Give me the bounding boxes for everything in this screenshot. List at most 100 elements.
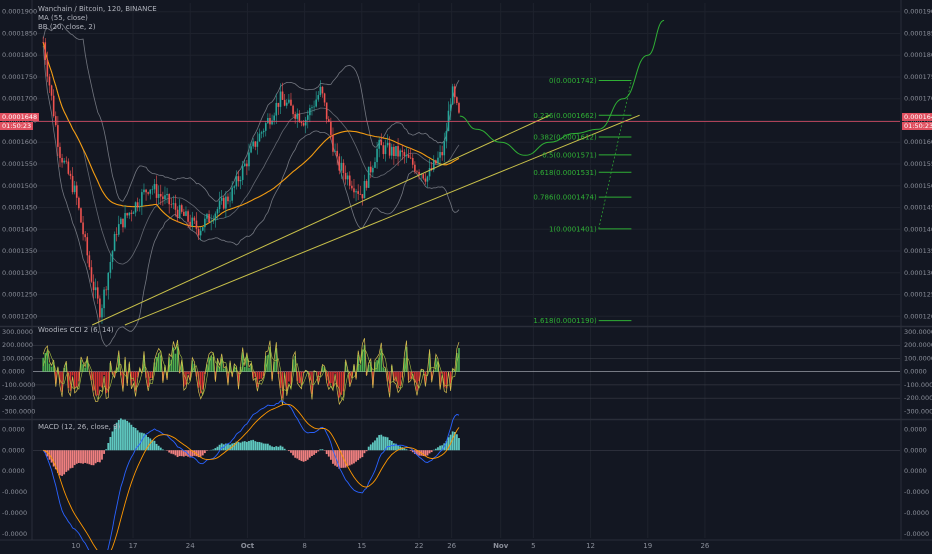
macd-histogram-bar [326, 450, 328, 454]
x-tick-label: 17 [129, 542, 138, 550]
macd-histogram-bar [437, 447, 439, 450]
y-tick-label-left: 0.0001200 [2, 312, 37, 320]
fib-level-label: 0.618(0.0001531) [533, 169, 597, 177]
y-tick-label-left: 0.0001750 [2, 73, 37, 81]
x-tick-label: 22 [415, 542, 424, 550]
candle-body [238, 176, 240, 181]
candle-body [416, 171, 418, 172]
candle-body [385, 145, 387, 154]
candle-body [223, 198, 225, 209]
candle-body [414, 165, 416, 172]
macd-histogram-bar [429, 450, 431, 453]
candle-body [128, 213, 130, 216]
candle-body [389, 143, 391, 156]
macd-histogram-bar [130, 425, 132, 450]
macd-histogram-bar [256, 442, 258, 450]
ma-legend: MA (55, close) [38, 14, 157, 23]
candle-body [156, 184, 158, 198]
macd-histogram-bar [298, 450, 300, 460]
candle-body [429, 168, 431, 176]
candle-body [141, 192, 143, 206]
candle-body [303, 123, 305, 125]
candle-body [395, 146, 397, 156]
y-tick-label-right: 0.0001350 [904, 247, 932, 255]
candle-body [441, 152, 443, 155]
candle-body [149, 190, 151, 194]
macd-histogram-bar [311, 450, 313, 456]
candle-body [387, 143, 389, 145]
candle-body [47, 60, 49, 77]
macd-histogram-bar [357, 450, 359, 460]
candle-body [364, 181, 366, 198]
candle-body [91, 267, 93, 281]
candle-body [332, 135, 334, 152]
macd-histogram-bar [200, 450, 202, 456]
candle-body [236, 176, 238, 186]
candle-body [322, 87, 324, 94]
x-tick-label: Oct [241, 542, 255, 550]
candle-body [399, 150, 401, 156]
macd-tick-label-right: 0.0000 [904, 467, 927, 475]
candle-body [380, 140, 382, 145]
candle-body [307, 115, 309, 120]
macd-histogram-bar [82, 450, 84, 463]
candle-body [97, 287, 99, 298]
macd-histogram-bar [269, 445, 271, 450]
candle-body [406, 155, 408, 156]
candle-body [359, 194, 361, 195]
macd-histogram-bar [427, 450, 429, 455]
candle-body [425, 179, 427, 182]
macd-histogram-bar [99, 450, 101, 462]
candle-body [368, 167, 370, 188]
macd-histogram-bar [170, 450, 172, 453]
candle-body [267, 118, 269, 123]
cci-tick-label-right: 0.0000 [904, 368, 927, 376]
macd-histogram-bar [372, 442, 374, 450]
macd-histogram-bar [330, 450, 332, 460]
macd-histogram-bar [95, 450, 97, 463]
y-tick-label-right: 0.0001700 [904, 95, 932, 103]
candle-body [210, 221, 212, 222]
candle-body [458, 103, 460, 113]
candle-body [105, 290, 107, 291]
candle-body [189, 222, 191, 226]
candle-body [166, 194, 168, 195]
candle-body [198, 229, 200, 236]
y-tick-label-left: 0.0001250 [2, 291, 37, 299]
y-tick-label-right: 0.0001200 [904, 312, 932, 320]
y-tick-label-right: 0.0001500 [904, 182, 932, 190]
macd-histogram-bar [246, 442, 248, 450]
cci-tick-label-left: 0.0000 [2, 368, 25, 376]
macd-histogram-bar [88, 450, 90, 464]
candle-body [454, 86, 456, 97]
cci-tick-label-left: 100.0000 [2, 354, 33, 362]
candle-body [448, 111, 450, 131]
macd-histogram-bar [439, 446, 441, 451]
candle-body [317, 95, 319, 99]
macd-histogram-bar [179, 450, 181, 456]
macd-histogram-bar [181, 450, 183, 456]
cci-tick-label-right: 100.0000 [904, 354, 932, 362]
y-tick-label-right: 0.0001750 [904, 73, 932, 81]
candle-body [147, 192, 149, 193]
candle-body [383, 145, 385, 154]
macd-histogram-bar [67, 450, 69, 470]
candle-body [362, 194, 364, 198]
macd-tick-label-right: -0.0000 [904, 509, 929, 517]
macd-histogram-bar [86, 450, 88, 463]
candle-body [126, 213, 128, 215]
candle-body [376, 149, 378, 162]
macd-histogram-bar [303, 450, 305, 461]
symbol-title: Wanchain / Bitcoin, 120, BINANCE [38, 5, 157, 14]
y-tick-label-right: 0.0001600 [904, 138, 932, 146]
macd-histogram-bar [212, 449, 214, 450]
candle-body [259, 134, 261, 142]
macd-histogram-bar [317, 450, 319, 451]
y-tick-label-left: 0.0001550 [2, 160, 37, 168]
candle-body [284, 100, 286, 106]
candle-body [280, 92, 282, 107]
macd-histogram-bar [126, 421, 128, 450]
candle-body [191, 218, 193, 226]
